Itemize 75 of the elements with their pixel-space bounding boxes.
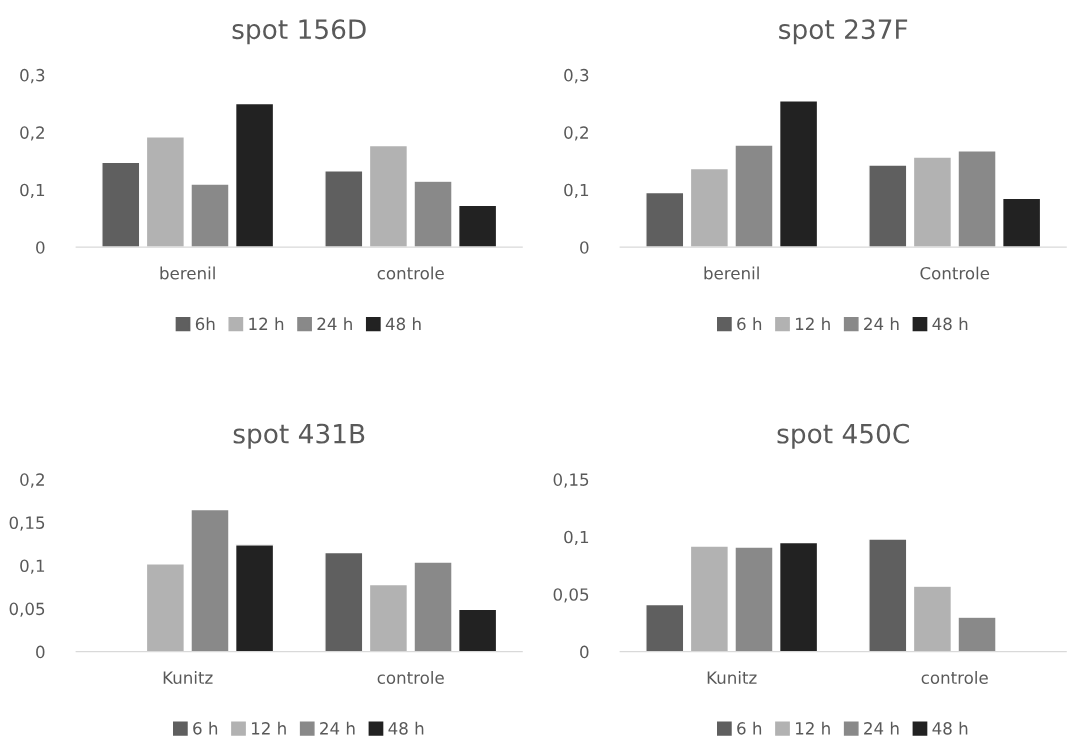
bar (778, 541, 819, 652)
legend-label: 12 h (795, 721, 830, 735)
bar (734, 546, 774, 652)
legend-label: 12 h (249, 317, 284, 330)
bar (645, 191, 685, 248)
x-tick-label: berenil (160, 266, 215, 280)
legend-label: 24 h (320, 721, 355, 735)
x-tick-label: Controle (920, 266, 990, 280)
bar (1001, 197, 1042, 248)
bar (645, 603, 685, 652)
x-tick-label: Kunitz (707, 671, 757, 684)
bar (457, 608, 498, 652)
chart-title: spot 431B (233, 423, 365, 449)
legend-label: 12 h (251, 721, 286, 735)
y-tick-label: 0,05 (553, 588, 589, 603)
bar (957, 616, 997, 652)
y-tick-label: 0,1 (20, 183, 45, 199)
x-tick-label: controle (377, 671, 444, 684)
bar (368, 583, 409, 652)
legend-label: 6 h (737, 317, 762, 331)
chart-title: spot 156D (232, 19, 366, 45)
bar (368, 144, 409, 248)
y-tick-label: 0,15 (9, 516, 45, 531)
y-tick-label: 0,2 (20, 473, 44, 488)
bar (145, 136, 186, 248)
bar (689, 167, 730, 248)
legend-label: 24 h (864, 317, 899, 330)
bar (868, 164, 908, 248)
y-tick-label: 0,05 (9, 602, 45, 617)
bar (190, 183, 230, 248)
x-tick-label: controle (377, 266, 444, 280)
y-tick-label: 0 (36, 241, 45, 254)
bar (190, 508, 230, 652)
legend-label: 48 h (388, 721, 424, 735)
bar (689, 545, 730, 652)
bar (234, 544, 275, 652)
y-tick-label: 0 (36, 645, 45, 659)
bar (324, 551, 364, 652)
legend-label: 24 h (317, 317, 352, 330)
bar (324, 170, 364, 248)
legend-label: 6 h (737, 721, 762, 735)
y-tick-label: 0,3 (20, 68, 45, 84)
y-tick-label: 0,15 (553, 473, 589, 488)
bar (868, 538, 908, 652)
y-tick-label: 0,2 (20, 126, 44, 141)
bar (912, 585, 953, 652)
y-tick-label: 0 (580, 241, 589, 254)
bar (457, 204, 498, 248)
y-tick-label: 0,2 (564, 126, 588, 141)
bar (145, 563, 186, 652)
legend-label: 48 h (385, 317, 421, 331)
bar (778, 100, 819, 248)
y-tick-label: 0,3 (564, 68, 589, 84)
bar (734, 144, 774, 248)
bar (957, 150, 997, 248)
bar (413, 561, 453, 652)
bar (234, 102, 275, 248)
legend-label: 48 h (932, 721, 968, 735)
y-tick-label: 0 (580, 645, 589, 659)
bar (413, 180, 453, 248)
x-tick-label: controle (921, 671, 988, 684)
x-tick-label: Kunitz (163, 671, 213, 684)
legend-label: 24 h (864, 721, 899, 735)
legend-label: 6h (195, 317, 215, 331)
x-tick-label: berenil (704, 266, 759, 280)
y-tick-label: 0,1 (564, 530, 589, 546)
legend-label: 12 h (795, 317, 830, 330)
chart-title: spot 237F (779, 19, 908, 45)
chart-title: spot 450C (777, 423, 909, 449)
legend-label: 6 h (193, 721, 218, 735)
y-tick-label: 0,1 (20, 559, 45, 574)
bar (912, 156, 953, 248)
legend-label: 48 h (932, 317, 968, 331)
bar (101, 161, 141, 248)
y-tick-label: 0,1 (564, 183, 589, 199)
